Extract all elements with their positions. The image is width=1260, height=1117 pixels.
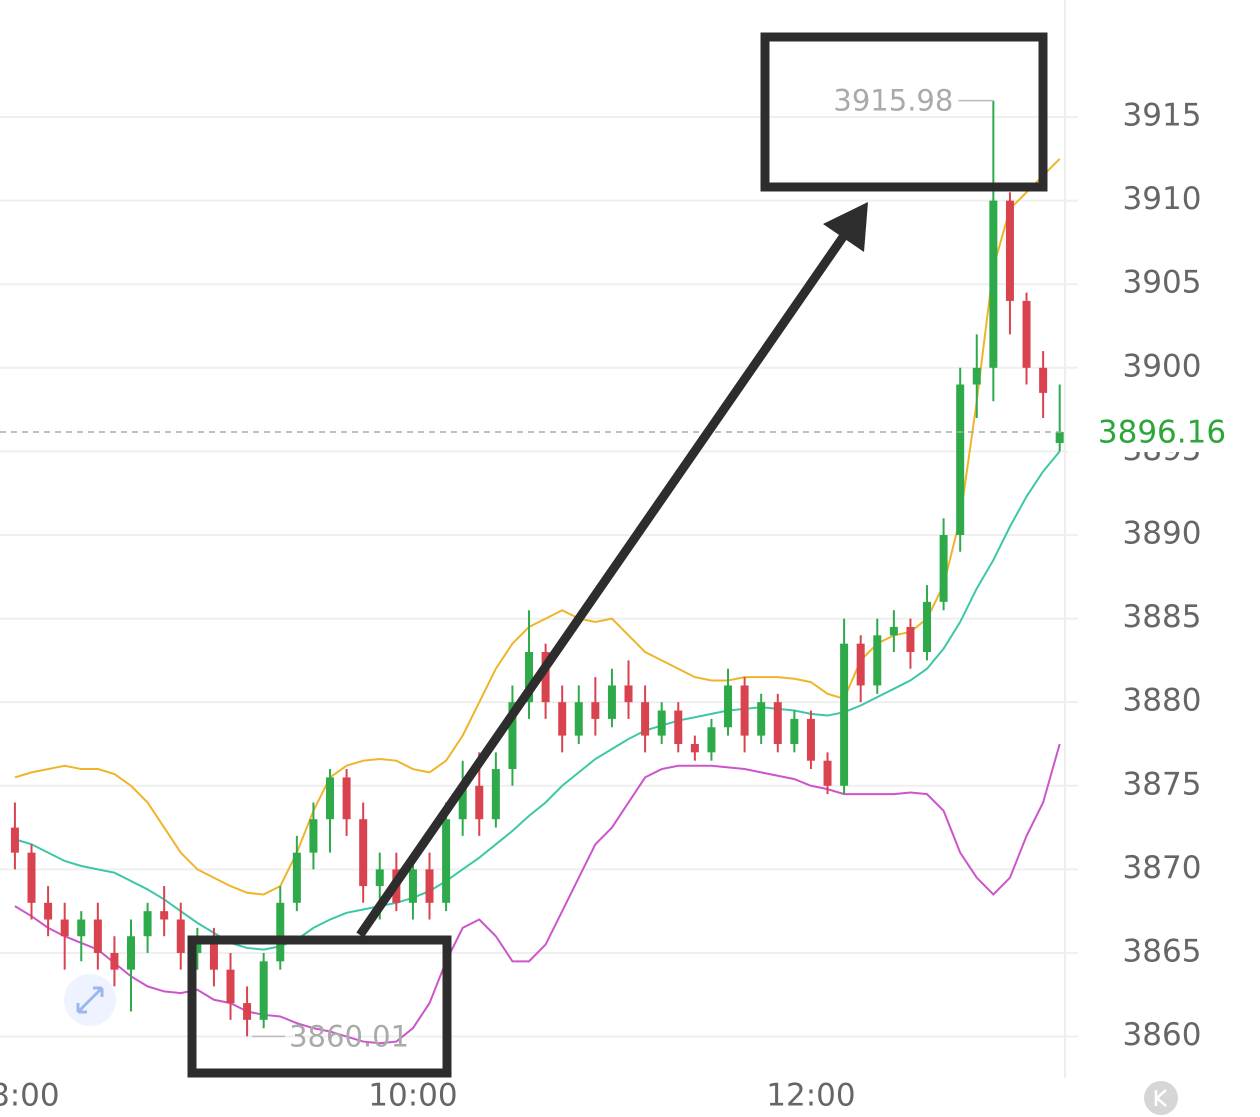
candle-body (840, 643, 849, 786)
x-tick-label: 12:00 (766, 1078, 855, 1114)
candle-body (425, 869, 434, 903)
k-button[interactable] (1144, 1081, 1178, 1115)
candle-body (60, 919, 69, 937)
candle-body (491, 769, 500, 820)
candle-body (690, 743, 699, 753)
candle-body (93, 919, 102, 953)
candle-body (243, 1003, 252, 1020)
candle-body (591, 702, 600, 719)
y-tick-label: 3900 (1123, 348, 1202, 384)
candle-body (1055, 432, 1064, 444)
last-price-label: 3896.16 (1098, 415, 1226, 451)
arrow-shaft (356, 234, 847, 938)
band-line (14, 743, 1061, 1045)
candle-body (508, 702, 517, 770)
candle-body (956, 384, 965, 535)
candle-body (972, 367, 981, 385)
candles (10, 100, 1064, 1037)
candle-body (292, 852, 301, 903)
candle-body (939, 534, 948, 602)
y-tick-label: 3905 (1123, 265, 1202, 301)
candle-body (574, 702, 583, 736)
candle-body (707, 727, 716, 753)
candle-body (458, 785, 467, 820)
candle-body (475, 785, 484, 820)
candle-body (408, 869, 417, 903)
candle-body (757, 702, 766, 736)
candle-body (906, 626, 915, 653)
candle-body (209, 936, 218, 970)
candle-body (1005, 200, 1014, 301)
band-line (14, 450, 1061, 951)
candle-body (176, 919, 185, 953)
bands (14, 158, 1061, 1045)
last-price-bg (1068, 412, 1260, 453)
candle-body (989, 200, 998, 368)
candle-body (326, 777, 335, 820)
candle-body (740, 685, 749, 736)
y-tick-label: 3880 (1123, 683, 1202, 719)
y-tick-label: 3870 (1123, 850, 1202, 886)
candle-body (773, 702, 782, 744)
candle-body (309, 819, 318, 853)
candle-body (77, 919, 86, 937)
y-tick-label: 3885 (1123, 599, 1202, 635)
expand-icon (76, 986, 104, 1014)
candle-body (259, 961, 268, 1020)
candle-body (110, 952, 119, 970)
y-tick-label: 3875 (1123, 766, 1202, 802)
candle-body (624, 685, 633, 703)
low-label: 3860.01 (289, 1019, 409, 1053)
band-line (14, 158, 1061, 896)
candle-body (193, 936, 202, 953)
x-tick-label: 10:00 (368, 1078, 457, 1114)
candle-body (641, 702, 650, 736)
labels: 3860386538703875388038853890389539003905… (0, 84, 1260, 1114)
candle-body (873, 635, 882, 686)
candle-body (127, 936, 136, 970)
candle-body (276, 902, 285, 962)
candle-body (525, 652, 534, 703)
candle-body (10, 827, 19, 853)
candle-body (442, 819, 451, 903)
candle-body (1022, 300, 1031, 368)
candle-body (657, 710, 666, 736)
candle-body (342, 777, 351, 820)
y-tick-label: 3915 (1123, 98, 1202, 134)
candle-body (889, 626, 898, 636)
candle-body (359, 819, 368, 887)
candle-body (823, 760, 832, 786)
candle-body (674, 710, 683, 744)
highlight-box (760, 32, 1048, 192)
candle-body (1039, 367, 1048, 393)
arrow-head (823, 202, 868, 252)
high-label: 3915.98 (833, 84, 953, 118)
candle-body (160, 911, 169, 920)
candle-body (923, 601, 932, 653)
highlight-box (187, 935, 452, 1078)
y-tick-label: 3910 (1123, 181, 1202, 217)
x-tick-label: 08:00 (0, 1078, 60, 1114)
candle-body (143, 911, 152, 937)
candle-body (558, 702, 567, 736)
candle-body (856, 643, 865, 686)
candle-body (806, 718, 815, 761)
candle-body (541, 652, 550, 703)
candle-body (375, 869, 384, 887)
k-icon (1154, 1089, 1167, 1107)
y-tick-label: 3890 (1123, 515, 1202, 551)
candle-body (44, 902, 53, 920)
candle-body (607, 685, 616, 719)
y-tick-label: 3860 (1123, 1017, 1202, 1053)
candle-body (790, 718, 799, 744)
candle-body (724, 685, 733, 728)
y-tick-label: 3865 (1123, 933, 1202, 969)
candle-body (226, 969, 235, 1004)
candle-body (27, 852, 36, 903)
